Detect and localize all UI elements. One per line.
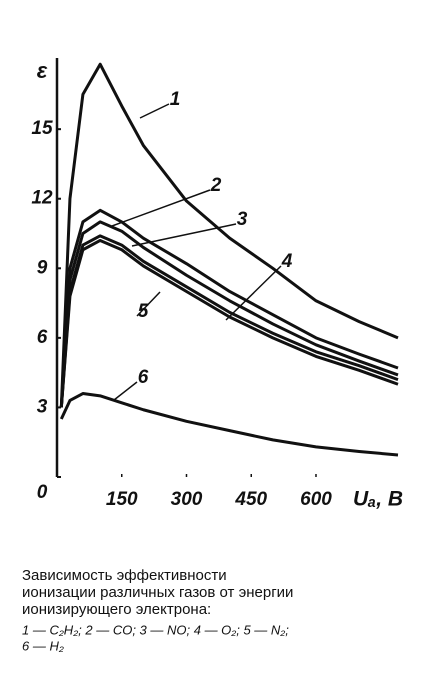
- series-label: 6: [138, 367, 149, 388]
- leader-line: [113, 381, 138, 401]
- y-tick-label: 3: [37, 396, 48, 417]
- x-tick-label: 600: [300, 489, 332, 510]
- series-line: [59, 208, 399, 408]
- caption-line: ионизации различных газов от энергии: [22, 584, 293, 601]
- series-label: 2: [210, 175, 222, 196]
- series-line: [59, 62, 399, 408]
- x-axis-label: Uₐ, B: [353, 488, 403, 511]
- x-tick-label: 450: [234, 489, 267, 510]
- series-label: 3: [237, 209, 248, 230]
- y-tick-label: 12: [31, 188, 53, 209]
- leader-line: [131, 223, 237, 247]
- y-tick-label: 0: [37, 482, 48, 503]
- y-axis-label: ε: [37, 58, 48, 83]
- leader-line: [111, 189, 211, 227]
- leader-line: [225, 265, 282, 321]
- caption-line: ионизирующего электрона:: [22, 601, 211, 618]
- x-tick-label: 300: [171, 489, 203, 510]
- series-line: [59, 234, 399, 408]
- series-label: 4: [281, 251, 293, 272]
- y-tick-label: 15: [31, 118, 53, 139]
- y-tick-label: 9: [37, 257, 48, 278]
- x-tick-label: 150: [106, 489, 138, 510]
- legend-line: 6 — H₂: [22, 638, 64, 653]
- y-tick-label: 6: [37, 327, 48, 348]
- leader-line: [136, 291, 161, 317]
- series-label: 5: [138, 301, 149, 322]
- series-label: 1: [170, 89, 181, 110]
- series-line: [59, 392, 399, 457]
- series-line: [59, 238, 399, 408]
- leader-line: [139, 103, 170, 119]
- caption-line: Зависимость эффективности: [22, 567, 227, 584]
- series-line: [59, 220, 399, 408]
- legend-line: 1 — C₂H₂; 2 — CO; 3 — NO; 4 — O₂; 5 — N₂…: [22, 622, 289, 637]
